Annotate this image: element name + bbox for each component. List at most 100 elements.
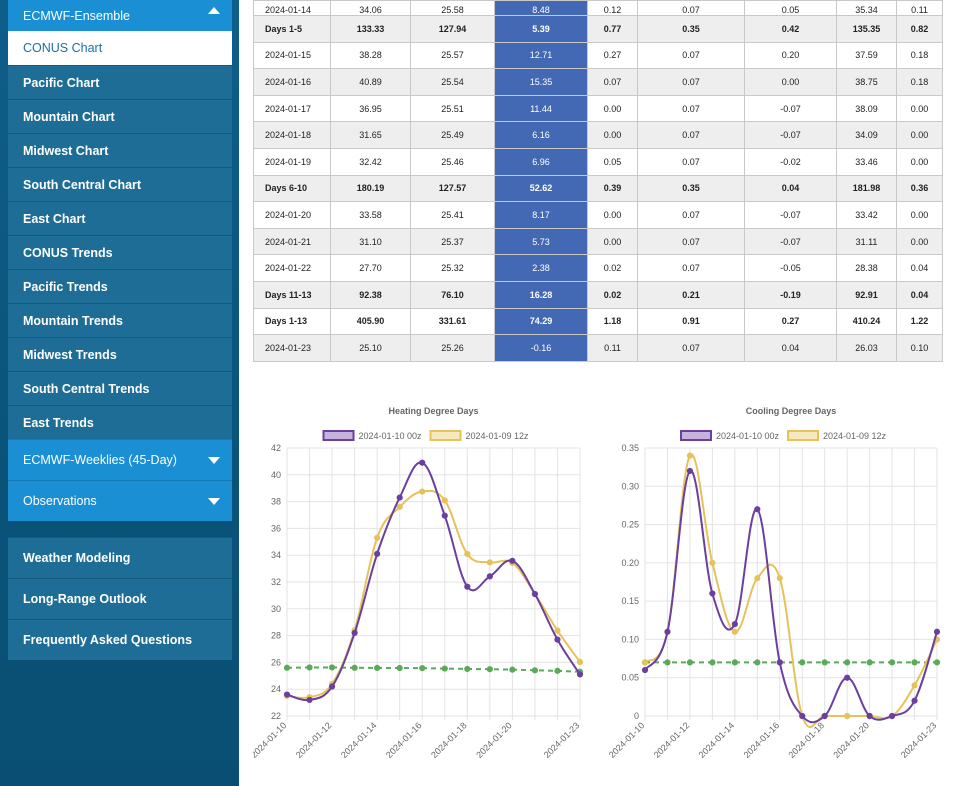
sidebar-item-label: Midwest Trends xyxy=(23,347,117,362)
sidebar-links: Weather Modeling Long-Range Outlook Freq… xyxy=(8,537,232,660)
data-point xyxy=(888,659,896,666)
table-cell: 0.11 xyxy=(587,334,638,362)
sidebar-item-pacific-trends[interactable]: Pacific Trends xyxy=(8,269,232,303)
data-point xyxy=(866,659,873,666)
sidebar-item-midwest-chart[interactable]: Midwest Chart xyxy=(8,133,232,167)
table-cell: 0.00 xyxy=(587,121,638,149)
y-tick-label: 30 xyxy=(271,604,281,614)
data-point xyxy=(509,557,516,564)
table-cell: 8.17 xyxy=(494,201,588,229)
table-cell: -0.05 xyxy=(744,254,837,282)
table-cell: 15.35 xyxy=(494,68,588,96)
table-cell: 0.04 xyxy=(896,280,943,309)
observations-group[interactable]: Observations xyxy=(8,480,232,521)
data-point xyxy=(283,664,291,671)
table-row-label: 2024-01-16 xyxy=(253,68,331,96)
table-cell: 0.00 xyxy=(896,227,943,256)
table-cell: 0.82 xyxy=(896,15,943,43)
table-cell: 38.28 xyxy=(330,41,411,70)
chevron-down-icon[interactable] xyxy=(208,498,220,505)
table-cell: 25.46 xyxy=(410,147,495,176)
table-row-label: 2024-01-22 xyxy=(253,254,331,282)
data-point xyxy=(419,459,426,466)
ecmwf-ensemble-header[interactable]: ECMWF-Ensemble xyxy=(8,0,232,31)
table-cell: 0.36 xyxy=(896,174,943,203)
data-point xyxy=(509,666,516,673)
table-cell: 0.07 xyxy=(637,201,745,229)
sidebar-item-south-central-chart[interactable]: South Central Chart xyxy=(8,167,232,201)
faq-link[interactable]: Frequently Asked Questions xyxy=(8,619,232,660)
table-row: 2024-01-14 34.06 25.58 8.48 0.12 0.07 0.05 35.3… xyxy=(253,0,943,16)
data-point xyxy=(754,575,761,582)
data-point xyxy=(709,659,716,666)
table-cell: 0.35 xyxy=(637,15,745,43)
table-cell: 0.07 xyxy=(637,147,745,176)
table-cell: 0.35 xyxy=(637,174,745,203)
y-tick-label: 36 xyxy=(271,523,281,533)
table-cell: 0.04 xyxy=(744,174,837,203)
y-tick-label: 0.05 xyxy=(621,673,639,683)
sidebar-item-mountain-chart[interactable]: Mountain Chart xyxy=(8,99,232,133)
table-cell: 25.58 xyxy=(410,0,495,16)
table-cell: 12.71 xyxy=(494,41,588,70)
table-cell: 0.20 xyxy=(744,41,837,70)
chevron-up-icon[interactable] xyxy=(208,7,220,14)
data-point xyxy=(396,664,403,672)
x-tick-label: 2024-01-12 xyxy=(294,720,334,760)
table-cell: 25.41 xyxy=(410,201,495,229)
table-cell: 31.65 xyxy=(330,121,411,149)
table-cell: 135.35 xyxy=(836,15,897,43)
cooling-degree-days-chart: Cooling Degree Days 2024-01-10 00z 2024-01… xyxy=(607,406,941,760)
y-tick-label: 38 xyxy=(271,497,281,507)
x-tick-label: 2024-01-16 xyxy=(742,720,782,760)
data-point xyxy=(664,628,671,635)
data-point xyxy=(709,559,716,566)
table-cell: 0.07 xyxy=(587,68,638,96)
sidebar-item-mountain-trends[interactable]: Mountain Trends xyxy=(8,303,232,337)
table-row: 2024-01-21 31.10 25.37 5.73 0.00 0.07 -0.07 31.… xyxy=(253,227,943,256)
sidebar-item-pacific-chart[interactable]: Pacific Chart xyxy=(8,65,232,99)
data-point xyxy=(328,664,336,671)
table-cell: 74.29 xyxy=(494,307,588,336)
table-cell: 0.07 xyxy=(637,334,745,362)
data-point xyxy=(888,712,896,720)
y-tick-label: 40 xyxy=(271,470,281,480)
table-cell: 25.10 xyxy=(330,334,411,362)
data-point xyxy=(664,659,671,666)
sidebar-item-label: CONUS Trends xyxy=(23,245,113,260)
ecmwf-ensemble-label: ECMWF-Ensemble xyxy=(23,8,130,23)
sidebar-item-south-central-trends[interactable]: South Central Trends xyxy=(8,371,232,405)
data-point xyxy=(911,659,918,666)
chevron-down-icon[interactable] xyxy=(208,457,220,464)
x-tick-label: 2024-01-14 xyxy=(697,720,737,760)
table-cell: 0.00 xyxy=(587,94,638,123)
table-cell: 92.38 xyxy=(330,280,411,309)
long-range-outlook-link[interactable]: Long-Range Outlook xyxy=(8,578,232,619)
table-cell: 6.16 xyxy=(494,121,588,149)
table-cell: 0.00 xyxy=(896,121,943,149)
table-cell: 25.49 xyxy=(410,121,495,149)
weather-modeling-link[interactable]: Weather Modeling xyxy=(8,537,232,578)
table-cell: 5.73 xyxy=(494,227,588,256)
data-point xyxy=(554,636,561,643)
y-tick-label: 42 xyxy=(271,443,281,453)
table-cell: 0.04 xyxy=(744,334,837,362)
table-cell: 0.11 xyxy=(896,0,943,16)
table-cell: 0.07 xyxy=(637,227,745,256)
sidebar-item-east-trends[interactable]: East Trends xyxy=(8,405,232,439)
table-cell: 25.54 xyxy=(410,68,495,96)
data-point xyxy=(306,664,313,671)
table-cell: -0.07 xyxy=(744,227,837,256)
table-row: Days 1-5 133.33 127.94 5.39 0.77 0.35 0.42 135.… xyxy=(253,15,943,43)
sidebar-item-midwest-trends[interactable]: Midwest Trends xyxy=(8,337,232,371)
sidebar-item-conus-chart[interactable]: CONUS Chart xyxy=(8,31,232,65)
y-tick-label: 22 xyxy=(271,711,281,721)
data-point xyxy=(799,712,806,720)
ecmwf-weeklies-group[interactable]: ECMWF-Weeklies (45-Day) xyxy=(8,439,232,480)
sidebar-item-east-chart[interactable]: East Chart xyxy=(8,201,232,235)
sidebar-item-label: East Chart xyxy=(23,211,86,226)
y-tick-label: 26 xyxy=(271,657,281,667)
sidebar-item-conus-trends[interactable]: CONUS Trends xyxy=(8,235,232,269)
data-point xyxy=(441,512,448,519)
data-point xyxy=(351,629,358,637)
